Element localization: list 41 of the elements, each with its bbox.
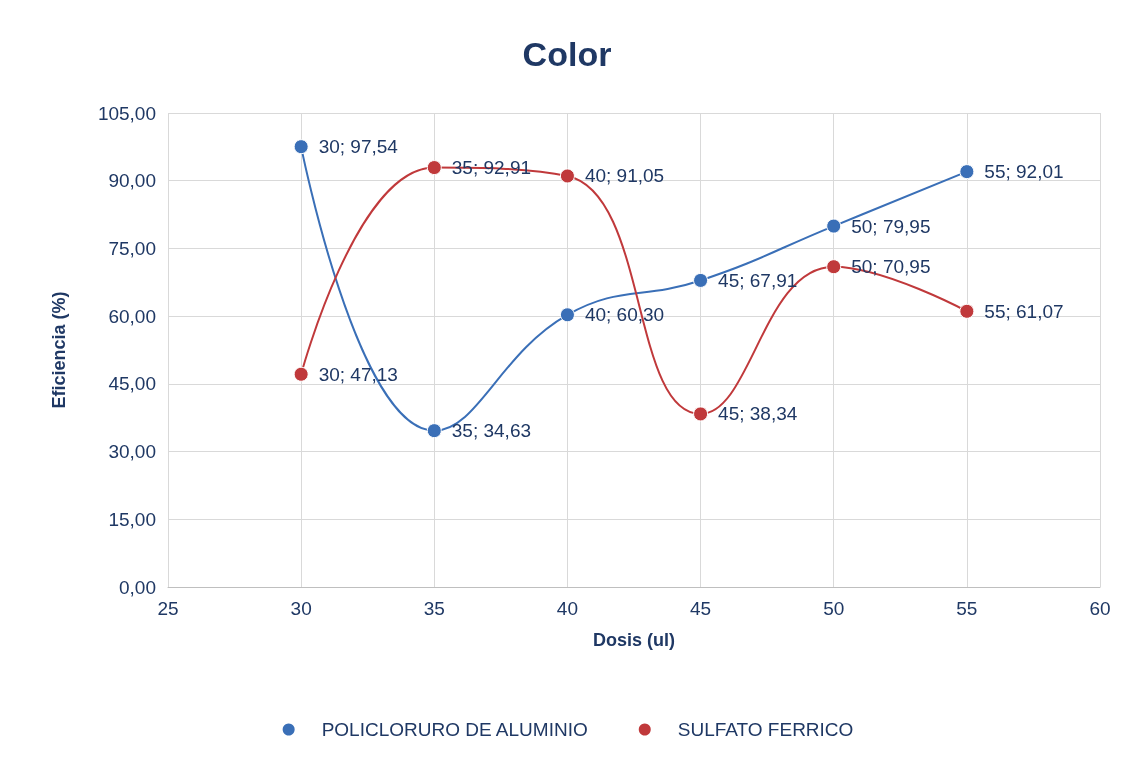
x-tick-label: 55 bbox=[956, 598, 978, 619]
point bbox=[959, 303, 975, 319]
x-tick-label: 25 bbox=[157, 598, 179, 619]
point bbox=[693, 272, 709, 288]
y-tick-label: 30,00 bbox=[108, 441, 156, 463]
data-label: 30; 97,54 bbox=[318, 136, 399, 158]
x-tick-label: 50 bbox=[823, 598, 845, 619]
x-tick-label: 40 bbox=[556, 598, 578, 619]
point bbox=[826, 218, 842, 234]
y-tick-label: 0,00 bbox=[119, 576, 156, 598]
x-axis-title: Dosis (ul) bbox=[592, 630, 676, 650]
y-axis-title: Eficiencia (%) bbox=[49, 291, 69, 409]
x-tick-label: 60 bbox=[1089, 598, 1111, 619]
point bbox=[426, 160, 442, 176]
point bbox=[559, 307, 575, 323]
legend-label: POLICLORURO DE ALUMINIO bbox=[321, 719, 588, 740]
data-label: 40; 91,05 bbox=[584, 165, 665, 187]
x-tick-label: 30 bbox=[290, 598, 312, 619]
data-label: 35; 34,63 bbox=[451, 420, 532, 442]
x-tick-label: 35 bbox=[423, 598, 445, 619]
y-tick-label: 105,00 bbox=[97, 102, 156, 124]
y-tick-label: 60,00 bbox=[108, 305, 156, 327]
y-tick-label: 75,00 bbox=[108, 237, 156, 259]
point bbox=[826, 259, 842, 275]
chart-title: Color bbox=[522, 35, 612, 73]
point bbox=[559, 168, 575, 184]
data-label: 45; 67,91 bbox=[718, 269, 798, 291]
data-label: 55; 92,01 bbox=[984, 161, 1064, 183]
data-label: 45; 38,34 bbox=[718, 403, 798, 425]
y-tick-label: 90,00 bbox=[108, 170, 156, 192]
y-tick-label: 45,00 bbox=[108, 373, 156, 395]
point bbox=[426, 423, 442, 439]
point bbox=[693, 406, 709, 422]
x-tick-label: 45 bbox=[690, 598, 712, 619]
legend-label: SULFATO FERRICO bbox=[677, 719, 854, 740]
data-label: 50; 79,95 bbox=[851, 215, 931, 237]
point bbox=[959, 164, 975, 180]
y-tick-label: 15,00 bbox=[108, 508, 156, 530]
data-label: 55; 61,07 bbox=[984, 300, 1064, 322]
point bbox=[293, 366, 309, 382]
point bbox=[293, 139, 309, 155]
